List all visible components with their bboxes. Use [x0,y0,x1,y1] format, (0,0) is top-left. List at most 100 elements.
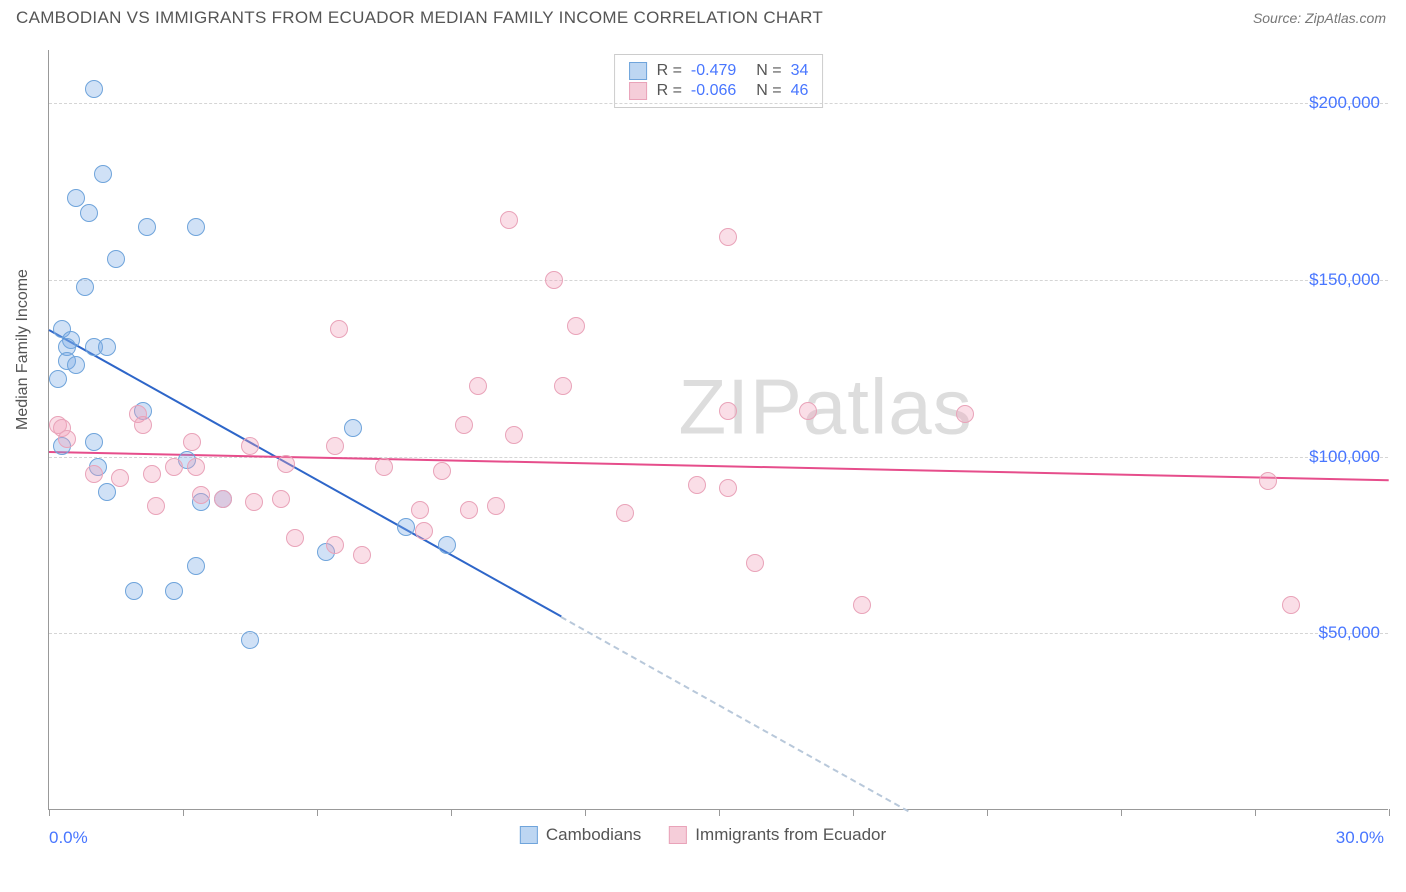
data-point [353,546,371,564]
data-point [545,271,563,289]
x-tick [317,809,318,816]
legend-r-label: R = [657,82,682,100]
data-point [98,483,116,501]
series-legend: Cambodians Immigrants from Ecuador [520,818,886,852]
data-point [272,490,290,508]
data-point [567,317,585,335]
data-point [505,426,523,444]
trend-line [560,616,909,812]
y-tick-label: $150,000 [1309,270,1380,290]
data-point [111,469,129,487]
data-point [58,430,76,448]
y-tick-label: $50,000 [1319,623,1380,643]
legend-n-label: N = [756,62,781,80]
legend-item: Immigrants from Ecuador [669,825,886,845]
x-tick [183,809,184,816]
legend-n-value: 34 [791,62,809,80]
data-point [94,165,112,183]
data-point [187,557,205,575]
data-point [98,338,116,356]
x-tick [853,809,854,816]
data-point [143,465,161,483]
legend-r-label: R = [657,62,682,80]
x-tick [719,809,720,816]
data-point [67,189,85,207]
y-axis-label: Median Family Income [14,269,32,430]
x-tick-label: 0.0% [49,828,88,848]
data-point [411,501,429,519]
data-point [746,554,764,572]
data-point [192,486,210,504]
data-point [80,204,98,222]
data-point [487,497,505,515]
data-point [375,458,393,476]
data-point [187,218,205,236]
y-tick-label: $100,000 [1309,447,1380,467]
legend-r-value: -0.066 [691,82,736,100]
data-point [344,419,362,437]
legend-swatch [629,62,647,80]
x-tick [987,809,988,816]
data-point [438,536,456,554]
x-tick [1255,809,1256,816]
data-point [616,504,634,522]
data-point [469,377,487,395]
data-point [956,405,974,423]
x-tick [49,809,50,816]
data-point [1282,596,1300,614]
data-point [134,416,152,434]
data-point [85,465,103,483]
data-point [165,582,183,600]
data-point [85,80,103,98]
legend-swatch [629,82,647,100]
data-point [76,278,94,296]
data-point [500,211,518,229]
gridline [49,103,1388,104]
data-point [719,228,737,246]
data-point [125,582,143,600]
data-point [138,218,156,236]
data-point [719,402,737,420]
data-point [799,402,817,420]
data-point [187,458,205,476]
data-point [277,455,295,473]
data-point [245,493,263,511]
data-point [554,377,572,395]
legend-r-value: -0.479 [691,62,736,80]
data-point [719,479,737,497]
legend-swatch [520,826,538,844]
legend-n-value: 46 [791,82,809,100]
legend-label: Cambodians [546,825,641,845]
data-point [326,437,344,455]
data-point [183,433,201,451]
x-tick [1389,809,1390,816]
legend-swatch [669,826,687,844]
data-point [460,501,478,519]
data-point [433,462,451,480]
data-point [85,433,103,451]
correlation-legend: R = -0.479 N = 34 R = -0.066 N = 46 [614,54,824,108]
legend-row: R = -0.479 N = 34 [629,61,809,81]
legend-row: R = -0.066 N = 46 [629,81,809,101]
x-tick [585,809,586,816]
y-tick-label: $200,000 [1309,93,1380,113]
data-point [455,416,473,434]
gridline [49,280,1388,281]
data-point [415,522,433,540]
chart-title: CAMBODIAN VS IMMIGRANTS FROM ECUADOR MED… [16,8,823,28]
x-tick [451,809,452,816]
data-point [241,437,259,455]
data-point [688,476,706,494]
data-point [67,356,85,374]
data-point [147,497,165,515]
data-point [165,458,183,476]
source-label: Source: ZipAtlas.com [1253,10,1386,26]
scatter-chart: ZIPatlas R =-0.479N =34R =-0.066N =46 $5… [48,50,1388,810]
data-point [214,490,232,508]
data-point [49,370,67,388]
legend-item: Cambodians [520,825,641,845]
data-point [241,631,259,649]
x-tick-label: 30.0% [1336,828,1384,848]
legend-label: Immigrants from Ecuador [695,825,886,845]
legend-n-label: N = [756,82,781,100]
